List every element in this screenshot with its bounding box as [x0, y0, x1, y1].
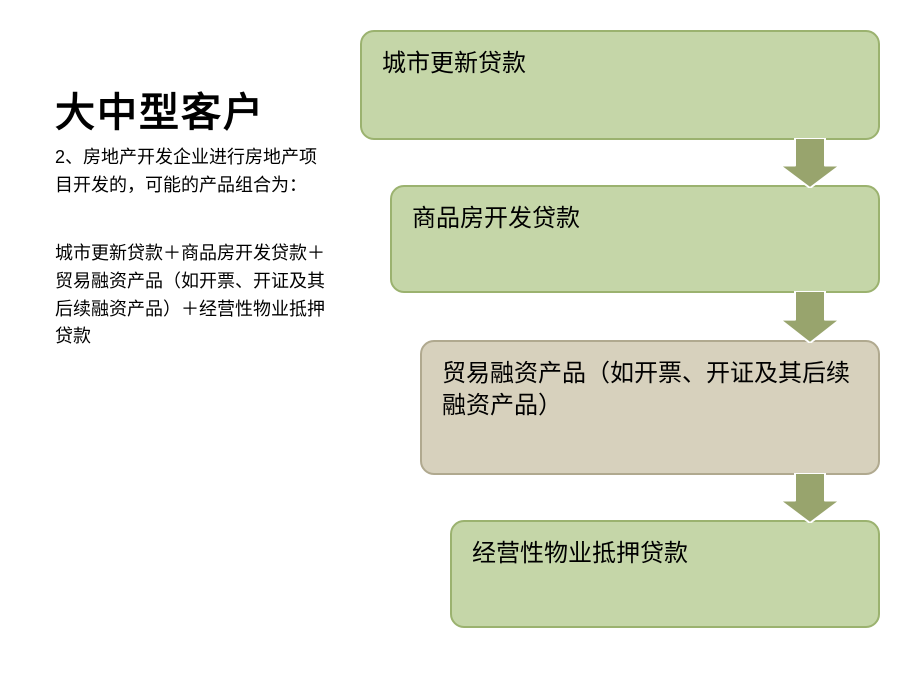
flow-step-4-label: 经营性物业抵押贷款: [472, 541, 688, 567]
flow-step-3: 贸易融资产品（如开票、开证及其后续融资产品）: [420, 340, 880, 475]
flow-step-4: 经营性物业抵押贷款: [450, 520, 880, 628]
flow-step-2: 商品房开发贷款: [390, 185, 880, 293]
subtitle-text: 2、房地产开发企业进行房地产项目开发的，可能的产品组合为：: [55, 144, 325, 200]
flow-step-2-label: 商品房开发贷款: [412, 206, 580, 232]
page-title: 大中型客户: [55, 80, 325, 138]
arrow-down-icon: [780, 291, 840, 343]
arrow-down-icon: [780, 138, 840, 188]
detail-text: 城市更新贷款＋商品房开发贷款＋贸易融资产品（如开票、开证及其后续融资产品）＋经营…: [55, 240, 325, 352]
flow-step-1-label: 城市更新贷款: [382, 51, 526, 77]
flow-step-3-label: 贸易融资产品（如开票、开证及其后续融资产品）: [442, 361, 850, 419]
left-column: 大中型客户 2、房地产开发企业进行房地产项目开发的，可能的产品组合为： 城市更新…: [55, 80, 325, 351]
diagram-canvas: 大中型客户 2、房地产开发企业进行房地产项目开发的，可能的产品组合为： 城市更新…: [0, 0, 920, 690]
flow-step-1: 城市更新贷款: [360, 30, 880, 140]
arrow-down-icon: [780, 473, 840, 523]
